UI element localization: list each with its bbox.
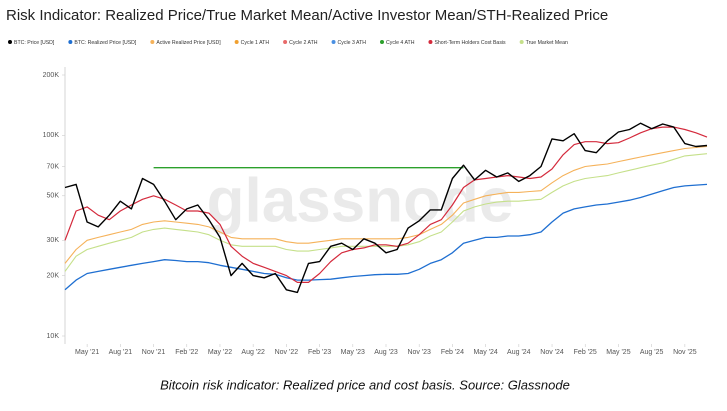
x-tick-label: Feb '24 <box>441 349 464 356</box>
x-tick-label: Aug '23 <box>374 349 398 356</box>
x-tick-label: Aug '24 <box>507 349 531 356</box>
legend-label: Cycle 4 ATH <box>386 40 415 46</box>
x-tick-label: May '22 <box>208 349 232 356</box>
legend-swatch <box>380 40 384 44</box>
y-tick-label: 200K <box>43 72 60 79</box>
y-tick-label: 70K <box>47 163 60 170</box>
legend-label: Short-Term Holders Cost Basis <box>434 40 506 46</box>
x-tick-label: Nov '25 <box>673 349 697 356</box>
chart-background <box>0 0 727 372</box>
series-line <box>64 183 708 291</box>
y-tick-label: 30K <box>47 237 60 244</box>
y-tick-label: 10K <box>47 333 60 340</box>
x-tick-label: Nov '24 <box>540 349 564 356</box>
chart-title: Risk Indicator: Realized Price/True Mark… <box>6 7 608 24</box>
series-line <box>64 153 708 272</box>
legend-label: Active Realized Price [USD] <box>156 40 221 46</box>
legend-swatch <box>150 40 155 44</box>
x-tick-label: Nov '22 <box>275 349 299 356</box>
legend-swatch <box>428 40 433 44</box>
legend-swatch <box>331 40 336 44</box>
legend-swatch <box>234 40 239 44</box>
x-tick-label: Aug '21 <box>109 349 133 356</box>
x-tick-label: Aug '22 <box>241 349 265 356</box>
x-tick-label: May '25 <box>606 349 630 356</box>
y-tick-label: 100K <box>43 132 60 139</box>
x-tick-label: Nov '23 <box>407 349 431 356</box>
legend-swatch <box>8 40 12 44</box>
y-tick-label: 50K <box>47 193 60 200</box>
watermark: glassnode <box>207 166 514 235</box>
x-tick-label: Aug '25 <box>640 349 664 356</box>
legend-label: BTC: Realized Price [USD] <box>74 40 137 46</box>
legend-swatch <box>283 40 288 44</box>
legend-swatch <box>519 40 524 44</box>
x-tick-label: May '23 <box>341 349 365 356</box>
x-tick-label: Feb '22 <box>175 349 198 356</box>
legend-label: Cycle 3 ATH <box>338 40 367 46</box>
legend-label: BTC: Price [USD] <box>14 40 55 46</box>
legend-label: Cycle 1 ATH <box>241 40 270 46</box>
series-line <box>64 122 708 294</box>
legend-label: Cycle 2 ATH <box>289 40 318 46</box>
x-tick-label: May '21 <box>75 349 99 356</box>
legend-swatch <box>68 40 73 44</box>
x-tick-label: May '24 <box>473 349 497 356</box>
x-tick-label: Feb '23 <box>308 349 331 356</box>
caption: Bitcoin risk indicator: Realized price a… <box>160 377 570 392</box>
series-line <box>64 126 708 283</box>
x-tick-label: Nov '21 <box>142 349 166 356</box>
y-tick-label: 20K <box>47 272 60 279</box>
legend-label: True Market Mean <box>526 40 568 46</box>
series-line <box>64 145 708 264</box>
x-tick-label: Feb '25 <box>574 349 597 356</box>
